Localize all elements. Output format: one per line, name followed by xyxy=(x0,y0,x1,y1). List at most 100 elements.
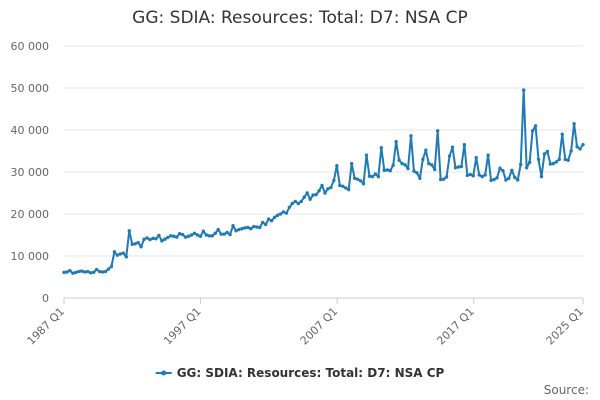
data-point xyxy=(198,234,203,238)
data-point xyxy=(566,158,570,162)
data-point xyxy=(130,242,134,246)
data-point xyxy=(249,227,253,231)
data-point xyxy=(219,232,223,236)
data-point xyxy=(332,178,336,183)
data-point xyxy=(272,215,277,220)
data-point xyxy=(427,161,431,166)
data-point xyxy=(269,219,274,223)
data-point xyxy=(507,176,511,180)
data-point xyxy=(302,195,306,199)
data-point xyxy=(88,271,93,275)
data-point xyxy=(581,143,585,147)
y-tick-label: 30 000 xyxy=(11,166,50,179)
data-point xyxy=(175,235,179,239)
data-point xyxy=(358,179,363,183)
data-point xyxy=(225,230,229,235)
data-point xyxy=(151,236,155,241)
x-tick-label: 2025 Q1 xyxy=(544,305,587,348)
data-point xyxy=(391,163,395,167)
data-point xyxy=(228,232,232,237)
data-point xyxy=(329,185,333,190)
x-tick-label: 2007 Q1 xyxy=(298,305,341,348)
data-point xyxy=(166,235,170,240)
data-point xyxy=(498,166,502,170)
data-point xyxy=(160,239,164,243)
data-point xyxy=(237,227,241,232)
data-point xyxy=(548,162,553,166)
data-point xyxy=(489,178,493,183)
data-point xyxy=(275,213,280,217)
data-point xyxy=(278,212,283,216)
data-point xyxy=(415,171,419,175)
data-point xyxy=(139,245,143,249)
data-point xyxy=(501,169,505,173)
chart-title: GG: SDIA: Resources: Total: D7: NSA CP xyxy=(132,8,468,28)
legend[interactable]: GG: SDIA: Resources: Total: D7: NSA CP xyxy=(155,366,445,380)
data-point xyxy=(495,176,499,180)
data-point xyxy=(311,193,315,197)
x-axis: 1987 Q1 1997 Q1 2007 Q1 2017 Q1 2025 Q1 xyxy=(25,298,587,348)
data-point xyxy=(388,169,392,173)
data-point xyxy=(201,229,206,233)
data-point xyxy=(118,252,123,256)
data-point xyxy=(305,191,309,195)
data-point xyxy=(557,157,561,162)
data-point xyxy=(361,182,366,186)
data-point xyxy=(109,264,114,269)
data-point xyxy=(471,174,475,178)
data-point xyxy=(172,234,176,238)
data-point xyxy=(192,231,197,236)
data-point xyxy=(533,124,538,128)
data-point xyxy=(204,233,209,237)
data-point xyxy=(536,157,541,162)
data-point xyxy=(569,149,573,153)
data-point xyxy=(65,270,69,274)
data-point xyxy=(397,158,401,162)
data-point xyxy=(418,176,422,180)
data-point xyxy=(320,183,324,188)
data-point xyxy=(216,227,220,232)
data-point xyxy=(308,197,312,201)
data-point xyxy=(513,175,517,180)
data-point xyxy=(578,147,582,151)
y-tick-label: 50 000 xyxy=(11,82,50,95)
data-point xyxy=(154,237,158,241)
x-tick-label: 1997 Q1 xyxy=(161,305,204,348)
y-axis: 0 10 000 20 000 30 000 40 000 50 000 60 000 xyxy=(11,40,50,305)
data-point xyxy=(385,168,389,172)
data-point xyxy=(80,269,84,273)
data-point xyxy=(409,134,413,138)
data-point xyxy=(299,199,303,204)
data-point xyxy=(284,211,289,215)
data-point xyxy=(344,186,348,190)
data-point xyxy=(403,163,407,167)
data-point xyxy=(290,201,295,206)
data-point xyxy=(539,174,544,179)
data-point xyxy=(521,88,526,92)
data-point xyxy=(355,177,360,181)
data-point xyxy=(480,174,484,179)
data-point xyxy=(281,210,286,214)
data-point xyxy=(468,172,472,177)
data-point xyxy=(94,267,99,272)
data-point xyxy=(83,270,87,274)
data-point xyxy=(349,161,354,166)
data-point xyxy=(483,173,487,177)
data-point xyxy=(572,122,576,126)
data-point xyxy=(367,174,372,178)
data-point xyxy=(100,270,105,274)
data-point xyxy=(186,234,191,238)
data-point xyxy=(127,229,131,233)
data-point xyxy=(347,187,351,192)
data-point xyxy=(486,153,490,157)
legend-marker xyxy=(161,370,167,376)
source-label: Source: xyxy=(544,383,589,397)
data-point xyxy=(255,225,259,229)
series-group xyxy=(62,88,585,275)
data-point xyxy=(148,237,152,242)
data-point xyxy=(400,161,404,166)
data-point xyxy=(210,234,214,238)
data-point xyxy=(530,129,535,133)
data-point xyxy=(263,222,268,227)
